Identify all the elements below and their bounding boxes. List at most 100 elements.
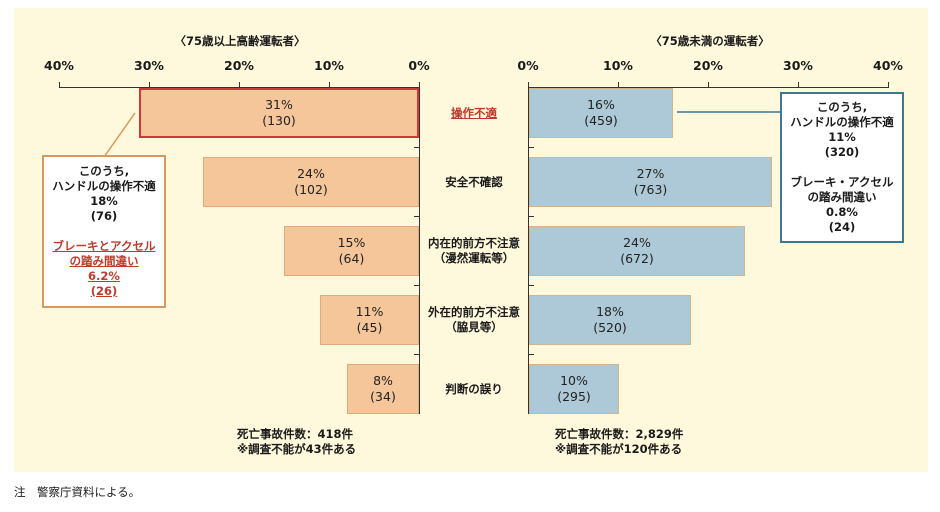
left-y-axis (419, 82, 420, 414)
bar-pct: 27% (636, 166, 665, 181)
callout-line: このうち, (78, 164, 130, 178)
bar-count: (34) (370, 389, 396, 404)
callout-highlight-line: 6.2% (88, 269, 120, 283)
left-bar-safety-check: 24% (102) (203, 157, 419, 207)
left-tick-label: 40% (44, 58, 74, 73)
right-x-axis (528, 87, 889, 88)
bar-pct: 31% (265, 97, 293, 112)
bar-pct: 18% (596, 304, 624, 319)
callout-highlight-line: の踏み間違い (69, 254, 139, 268)
left-bar-internal-inattention: 15% (64) (284, 226, 419, 276)
callout-line: ハンドルの操作不適 (790, 115, 894, 129)
category-text: 判断の誤り (445, 381, 503, 396)
bar-pct: 24% (297, 166, 325, 181)
bar-pct: 16% (587, 97, 615, 112)
left-y-tick (414, 147, 419, 148)
bar-count: (763) (633, 182, 668, 197)
left-axis-tick (239, 82, 240, 87)
callout-line: 0.8% (826, 205, 858, 219)
category-text: 操作不適 (451, 105, 497, 120)
left-bar-operation-error: 31% (130) (139, 88, 419, 138)
right-tick-label: 20% (693, 58, 723, 73)
bar-pct: 15% (337, 235, 366, 250)
right-tick-label: 30% (783, 58, 813, 73)
right-bar-internal-inattention: 24% (672) (529, 226, 745, 276)
category-subtext: （漫然運転等） (433, 251, 515, 265)
callout-line: ブレーキ・アクセル (790, 175, 894, 189)
bar-count: (672) (620, 251, 654, 266)
left-bar-external-inattention: 11% (45) (320, 295, 419, 345)
left-bar-judgment-error: 8% (34) (347, 364, 419, 414)
chart-panel (14, 8, 928, 472)
left-total-count: 死亡事故件数：418件 (237, 427, 354, 441)
left-y-tick (414, 354, 419, 355)
category-text: 内在的前方不注意 (428, 236, 520, 250)
bar-count: (45) (356, 320, 383, 335)
left-y-tick (414, 285, 419, 286)
right-axis-tick (618, 82, 619, 87)
bar-count: (102) (294, 182, 328, 197)
right-tick-label: 40% (873, 58, 903, 73)
left-unknown-note: ※調査不能が43件ある (237, 442, 357, 456)
callout-line: (320) (824, 145, 860, 159)
bar-pct: 11% (355, 304, 384, 319)
right-y-axis (528, 82, 529, 414)
right-bar-safety-check: 27% (763) (529, 157, 772, 207)
left-axis-tick (59, 82, 60, 87)
callout-line: このうち, (816, 100, 868, 114)
left-x-axis (59, 87, 420, 88)
callout-line: 11% (828, 130, 856, 144)
left-axis-tick (329, 82, 330, 87)
category-text: 安全不確認 (445, 174, 503, 189)
right-y-tick (529, 285, 534, 286)
category-label-internal-inattention: 内在的前方不注意 （漫然運転等） (419, 226, 529, 276)
right-y-tick (529, 216, 534, 217)
left-chart-title: 〈75歳以上高齢運転者〉 (174, 34, 306, 48)
category-label-external-inattention: 外在的前方不注意 （脇見等） (419, 295, 529, 345)
right-bar-judgment-error: 10% (295) (529, 364, 619, 414)
right-bar-external-inattention: 18% (520) (529, 295, 691, 345)
bar-count: (130) (262, 113, 296, 128)
right-total-count: 死亡事故件数：2,829件 (555, 427, 684, 441)
right-unknown-note: ※調査不能が120件ある (555, 442, 683, 456)
right-callout-box: このうち, ハンドルの操作不適 11% (320) ブレーキ・アクセル の踏み間… (780, 92, 904, 243)
left-y-tick (414, 216, 419, 217)
bar-count: (64) (338, 251, 365, 266)
callout-highlight-line: (26) (90, 284, 118, 298)
left-total-label: 死亡事故件数：418件 ※調査不能が43件ある (237, 427, 356, 457)
category-label-judgment-error: 判断の誤り (419, 364, 529, 414)
callout-highlight-line: ブレーキとアクセル (52, 239, 156, 253)
callout-line: (76) (90, 209, 118, 223)
callout-line: ハンドルの操作不適 (52, 179, 156, 193)
right-bar-operation-error: 16% (459) (529, 88, 673, 138)
bar-count: (295) (557, 389, 591, 404)
left-tick-label: 30% (134, 58, 164, 73)
callout-line: (24) (828, 220, 856, 234)
right-total-label: 死亡事故件数：2,829件 ※調査不能が120件ある (555, 427, 683, 457)
right-chart-title: 〈75歳未満の運転者〉 (650, 34, 770, 48)
bar-count: (459) (584, 113, 618, 128)
right-y-tick (529, 147, 534, 148)
callout-line: の踏み間違い (807, 190, 877, 204)
left-tick-label: 0% (408, 58, 430, 73)
left-axis-tick (149, 82, 150, 87)
category-label-operation-error: 操作不適 (419, 88, 529, 138)
category-subtext: （脇見等） (445, 320, 503, 334)
left-callout-box: このうち, ハンドルの操作不適 18% (76) ブレーキとアクセル の踏み間違… (42, 155, 166, 308)
bar-pct: 10% (560, 373, 588, 388)
bar-count: (520) (593, 320, 627, 335)
right-tick-label: 0% (517, 58, 539, 73)
right-axis-tick (888, 82, 889, 87)
category-text: 外在的前方不注意 (428, 305, 520, 319)
source-footnote: 注 警察庁資料による。 (14, 485, 141, 499)
right-y-tick (529, 354, 534, 355)
left-tick-label: 20% (224, 58, 254, 73)
right-axis-tick (708, 82, 709, 87)
right-tick-label: 10% (603, 58, 633, 73)
right-axis-tick (798, 82, 799, 87)
bar-pct: 24% (623, 235, 651, 250)
callout-line: 18% (90, 194, 118, 208)
category-label-safety-check: 安全不確認 (419, 157, 529, 207)
left-tick-label: 10% (314, 58, 344, 73)
